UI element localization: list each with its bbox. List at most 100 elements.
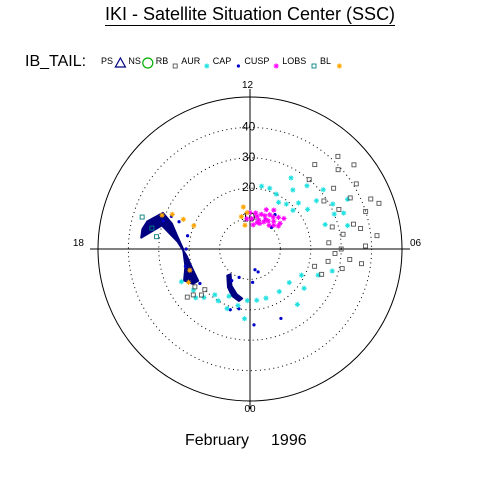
data-point-rb	[363, 243, 368, 249]
legend-label-cusp: CUSP	[244, 56, 269, 66]
data-point-rb	[335, 153, 341, 159]
data-point-cap	[230, 278, 234, 283]
legend-label-aur: AUR	[181, 56, 201, 66]
data-point-rb	[347, 257, 353, 262]
data-point-cusp	[275, 223, 281, 229]
data-point-rb	[351, 162, 357, 168]
data-point-rb	[331, 185, 337, 191]
series-ps	[140, 211, 200, 285]
data-point-rb	[368, 196, 374, 202]
data-point-bl	[159, 212, 165, 218]
data-point-cap	[183, 264, 187, 268]
data-point-rb	[376, 200, 382, 206]
data-point-rb	[332, 251, 338, 256]
data-point-cap	[279, 316, 283, 321]
data-point-rb	[351, 221, 356, 227]
legend-marker-ps	[114, 56, 127, 68]
radial-tick-label: 20	[242, 180, 256, 194]
data-point-cusp	[248, 216, 255, 222]
data-point-cusp	[261, 219, 267, 225]
data-point-aur	[290, 187, 296, 193]
data-point-cap	[237, 275, 241, 279]
data-point-rb	[359, 261, 364, 267]
legend-label-ns: NS	[128, 56, 141, 66]
angle-label-12: 12	[242, 80, 254, 91]
data-point-cap	[177, 220, 181, 224]
data-point-cusp	[253, 210, 259, 216]
data-point-cusp	[270, 214, 276, 220]
data-point-rb	[312, 263, 318, 269]
data-point-cusp	[277, 220, 283, 226]
data-point-aur	[241, 316, 248, 322]
angle-label-06: 06	[410, 238, 422, 249]
data-point-cusp	[263, 217, 269, 223]
data-point-aur	[290, 207, 296, 213]
data-point-rb	[306, 177, 312, 183]
data-point-rb	[192, 284, 198, 290]
legend-marker-cusp	[273, 63, 279, 69]
data-point-aur	[254, 297, 260, 303]
legend-label-bl: BL	[320, 56, 331, 66]
data-point-lobs	[154, 234, 160, 240]
data-point-aur	[288, 175, 294, 181]
data-point-cap	[256, 270, 260, 274]
data-point-bl	[242, 222, 248, 228]
data-point-cusp	[244, 216, 250, 222]
data-point-rb	[202, 287, 208, 293]
data-point-aur	[298, 272, 305, 278]
legend-label-ps: PS	[101, 56, 113, 66]
data-point-aur	[215, 298, 221, 304]
data-point-cusp	[271, 207, 277, 213]
data-point-cusp	[257, 220, 263, 227]
data-point-rb	[374, 233, 380, 239]
data-point-rb	[340, 231, 346, 237]
data-point-aur	[226, 293, 232, 299]
data-point-bl	[169, 211, 175, 217]
data-point-cusp	[265, 218, 271, 224]
data-point-aur	[193, 295, 199, 301]
series-lobs	[139, 214, 160, 240]
legend-label-rb: RB	[156, 56, 169, 66]
data-point-aur	[315, 272, 321, 278]
ps-region	[140, 211, 200, 285]
data-point-cusp	[263, 207, 269, 213]
legend-marker-cap	[236, 64, 240, 68]
data-point-cap	[252, 323, 256, 327]
data-point-aur	[344, 222, 351, 229]
data-point-rb	[329, 224, 335, 230]
data-point-rb	[335, 167, 341, 173]
data-point-rb	[319, 271, 325, 277]
data-point-cusp	[250, 222, 256, 228]
data-point-cap	[184, 247, 188, 251]
data-point-cap	[251, 280, 255, 284]
data-point-cusp	[256, 217, 262, 223]
data-point-aur	[263, 295, 269, 301]
data-point-rb	[312, 162, 318, 168]
data-point-aur	[320, 187, 326, 193]
plot-area	[139, 153, 382, 327]
legend-marker-lobs	[311, 63, 317, 69]
data-point-cusp	[266, 222, 272, 228]
data-point-cusp	[247, 209, 253, 216]
series-bl	[159, 204, 250, 285]
series-cusp	[244, 207, 287, 229]
data-point-rb	[338, 246, 344, 252]
data-point-aur	[190, 287, 197, 293]
data-point-lobs	[149, 225, 155, 231]
data-point-aur	[273, 191, 279, 197]
data-point-rb	[353, 181, 359, 187]
data-point-cusp	[281, 215, 287, 222]
data-point-bl	[240, 204, 246, 210]
chart-title-text: IKI - Satellite Situation Center (SSC)	[104, 4, 396, 26]
data-point-rb	[336, 206, 342, 212]
data-point-aur	[244, 298, 250, 304]
data-point-cap	[185, 234, 190, 238]
data-point-aur	[224, 306, 230, 312]
chart-title: IKI - Satellite Situation Center (SSC)	[0, 4, 500, 26]
data-point-aur	[313, 198, 320, 204]
data-point-rb	[326, 240, 332, 246]
month-label: February	[185, 432, 250, 449]
legend-label-lobs: LOBS	[282, 56, 306, 66]
data-point-cusp	[275, 214, 282, 220]
